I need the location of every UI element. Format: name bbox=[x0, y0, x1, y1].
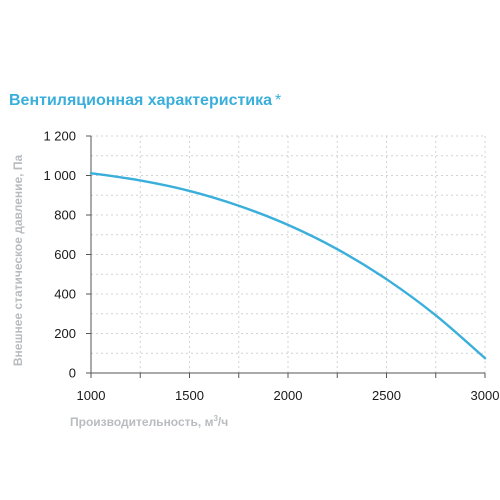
y-tick-label: 0 bbox=[69, 366, 76, 381]
x-axis-title-tail: /ч bbox=[218, 415, 228, 429]
y-tick-label: 800 bbox=[54, 208, 76, 223]
y-tick-label: 1 200 bbox=[43, 129, 76, 144]
y-tick-label: 1 000 bbox=[43, 168, 76, 183]
chart-title-text: Вентиляционная характеристика bbox=[9, 92, 273, 109]
chart-title: Вентиляционная характеристика * bbox=[9, 92, 281, 110]
x-tick-label: 1500 bbox=[175, 388, 204, 403]
y-tick-label: 200 bbox=[54, 326, 76, 341]
y-axis-title: Внешнее статическое давление, Па bbox=[11, 155, 25, 367]
x-tick-label: 1000 bbox=[77, 388, 106, 403]
axis-layer bbox=[86, 135, 486, 378]
x-axis-title-sup: 3 bbox=[213, 414, 218, 423]
x-axis-title: Производительность, м3/ч bbox=[70, 414, 228, 429]
series-layer bbox=[89, 171, 487, 360]
x-tick-label: 3000 bbox=[471, 388, 500, 403]
x-tick-label: 2000 bbox=[274, 388, 303, 403]
x-axis-title-main: Производительность, м bbox=[70, 415, 214, 429]
series-line bbox=[89, 171, 487, 360]
grid-layer bbox=[91, 135, 486, 373]
chart-title-mark: * bbox=[275, 92, 282, 109]
x-tick-label: 2500 bbox=[372, 388, 401, 403]
y-tick-label: 600 bbox=[54, 247, 76, 262]
y-tick-label: 400 bbox=[54, 287, 76, 302]
